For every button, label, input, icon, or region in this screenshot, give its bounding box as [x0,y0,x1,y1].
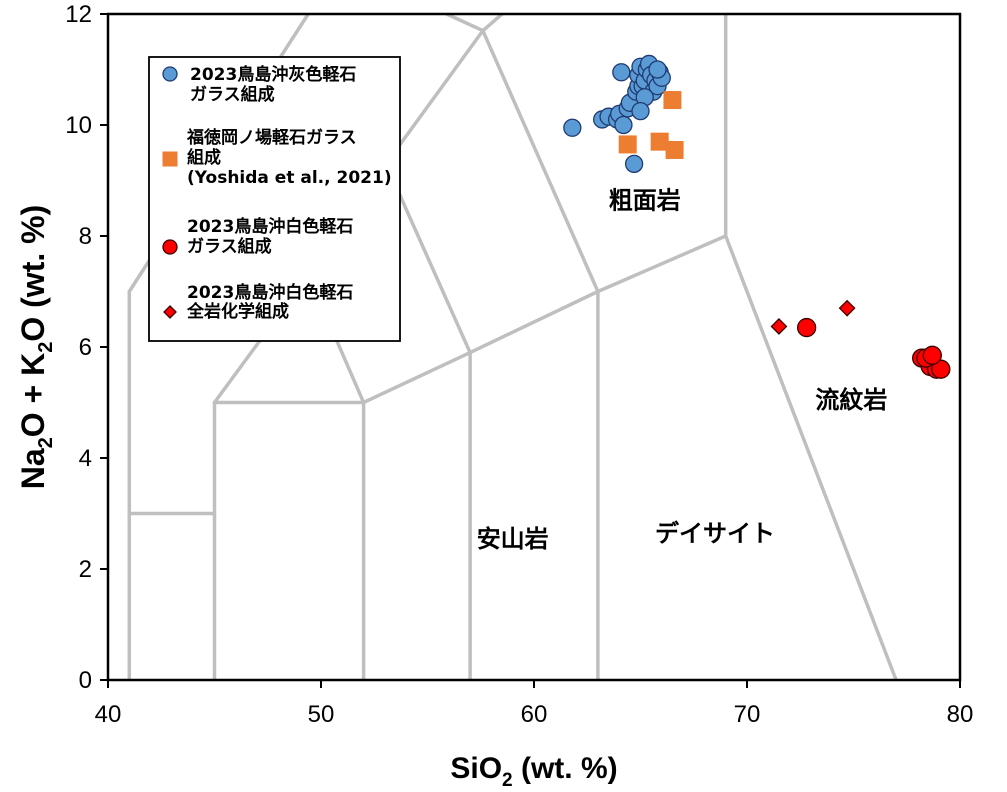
data-point [563,118,582,137]
x-tick-label: 80 [947,701,974,728]
legend-label: (Yoshida et al., 2021) [187,168,392,188]
legend-marker [162,151,178,167]
field-boundary-line [481,14,504,33]
data-point [624,154,644,174]
x-axis-title-main: SiO [450,752,502,785]
y-tick-label: 2 [79,556,92,583]
x-tick-label: 40 [95,701,122,728]
y-axis-title-sub-1: 2 [35,437,57,448]
data-point [648,60,667,79]
y-axis-title-sub-2: 2 [35,342,57,353]
data-point [614,115,633,135]
legend-label: ガラス組成 [190,84,275,105]
y-tick-label: 0 [79,667,92,694]
field-boundary-line [384,28,485,166]
legend-label: 2023鳥島沖灰色軽石 [190,64,356,85]
axis-ticks: 40 50 60 70 80 0 2 4 6 8 10 12 [65,1,973,728]
field-boundary-line [444,14,485,33]
legend-label: 2023鳥島沖白色軽石 [187,282,353,303]
legend-box [148,56,401,342]
data-point [796,317,817,338]
x-axis-title: SiO2 (wt. %) [450,752,617,791]
series-3 [796,317,951,379]
x-tick-label: 60 [521,701,548,728]
data-point [631,101,650,121]
data-point [922,345,942,365]
legend-label: 2023鳥島沖白色軽石 [187,216,353,237]
y-tick-label: 4 [79,445,92,472]
x-tick-label: 50 [308,701,335,728]
field-boundary-line [361,350,472,405]
x-axis-title-unit: (wt. %) [513,752,618,785]
data-point [612,63,631,82]
legend-marker [162,66,178,82]
series-1 [563,54,671,174]
y-tick-label: 8 [79,223,92,250]
y-axis-title: Na2O + K2O (wt. %) [15,205,57,490]
field-label: 粗面岩 [609,186,681,214]
field-boundary-line [481,28,600,294]
y-tick-label: 12 [65,1,92,28]
x-tick-label: 70 [734,701,761,728]
field-boundary-line [468,289,600,355]
legend-marker [163,305,177,319]
legend-label: 福徳岡ノ場軽石ガラス [186,127,357,148]
legend-label: ガラス組成 [187,236,272,257]
y-axis-title-part-3: O (wt. %) [15,205,51,342]
y-axis-title-part-2: O + K [15,353,51,437]
field-boundary-line [723,234,898,680]
data-point [838,299,856,317]
legend-marker [162,239,178,255]
field-label: 流紋岩 [815,386,887,414]
data-point [618,135,637,154]
field-label: デイサイト [655,519,775,547]
legend-label: 全岩化学組成 [186,301,289,322]
data-point [663,91,682,110]
x-axis-title-sub: 2 [502,770,513,791]
data-point [665,140,684,159]
series-2 [618,91,684,159]
data-point [931,359,951,379]
y-tick-label: 6 [79,334,92,361]
field-boundary-line [596,234,728,294]
series-4 [770,299,856,335]
field-label: 安山岩 [477,525,549,553]
y-axis-title-part-1: Na [15,448,51,489]
legend-label: 組成 [187,147,221,168]
data-point [770,318,788,335]
data-points [563,54,951,379]
y-tick-label: 10 [65,112,92,139]
